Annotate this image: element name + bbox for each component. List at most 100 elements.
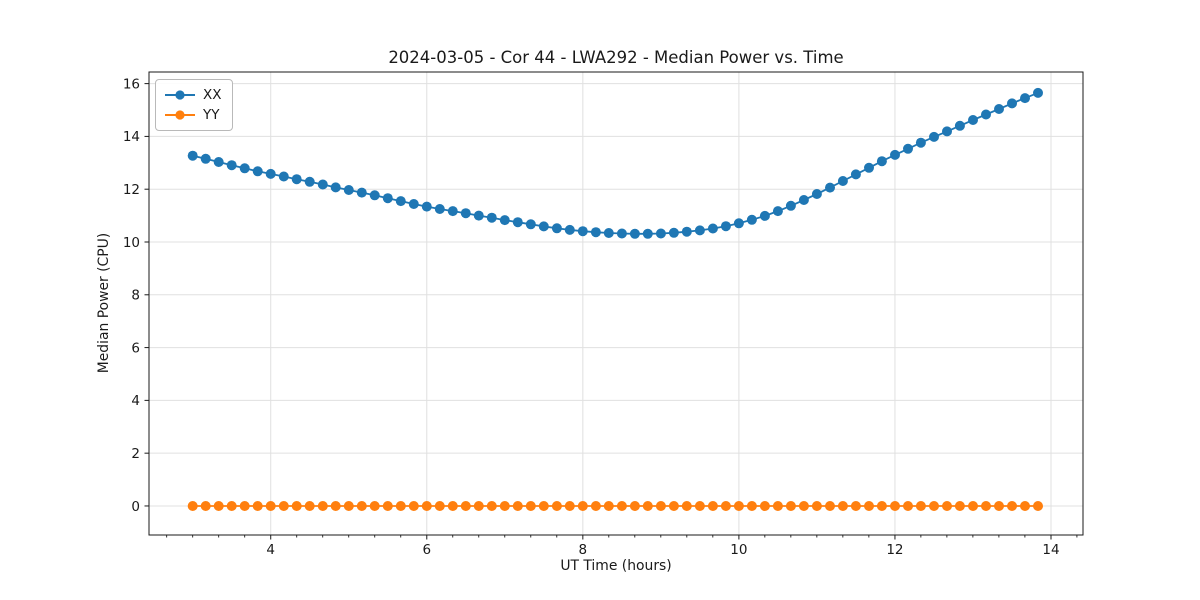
data-point	[694, 225, 705, 236]
data-point	[460, 501, 471, 511]
series-xx-line	[192, 92, 1039, 235]
data-point	[382, 193, 393, 204]
data-point	[486, 501, 497, 511]
x-tick-label: 12	[886, 542, 903, 558]
data-point	[577, 226, 588, 237]
data-point	[590, 227, 601, 238]
data-point	[707, 223, 718, 234]
data-point	[564, 224, 575, 235]
data-point	[421, 201, 432, 212]
data-point	[447, 501, 458, 511]
data-point	[278, 171, 289, 182]
y-tick-label: 16	[123, 76, 140, 92]
data-point	[837, 176, 848, 186]
data-point	[590, 501, 601, 511]
data-point	[252, 166, 263, 177]
data-point	[733, 218, 744, 229]
data-point	[512, 501, 523, 511]
axis-ticks: 4 6 8 10 12 14 0 2 4 6 8 10 12 14 16	[123, 76, 1078, 558]
data-point	[1007, 501, 1017, 511]
chart-title: 2024-03-05 - Cor 44 - LWA292 - Median Po…	[388, 48, 844, 67]
data-point	[850, 169, 861, 180]
data-point	[798, 501, 809, 511]
data-point	[864, 501, 874, 511]
data-point	[525, 501, 536, 511]
legend-label-yy: YY	[203, 107, 220, 123]
data-point	[954, 501, 965, 511]
x-tick-label: 10	[730, 542, 747, 558]
data-point	[395, 196, 406, 207]
x-tick-label: 8	[579, 542, 588, 558]
data-point	[785, 501, 796, 511]
data-point	[629, 501, 640, 511]
data-point	[486, 212, 497, 223]
data-point	[668, 501, 679, 511]
data-point	[759, 210, 770, 221]
data-point	[265, 168, 276, 179]
legend-label-xx: XX	[203, 87, 222, 103]
data-point	[720, 221, 731, 232]
data-point	[746, 214, 757, 225]
data-point	[772, 206, 783, 217]
data-point	[200, 501, 211, 511]
data-point	[759, 501, 770, 511]
data-point	[239, 501, 250, 511]
data-point	[981, 109, 991, 120]
data-point	[903, 143, 913, 154]
data-point	[213, 157, 224, 167]
data-point	[304, 501, 315, 511]
data-point	[408, 199, 419, 209]
data-point	[616, 501, 627, 511]
data-point	[473, 501, 484, 511]
data-point	[915, 137, 926, 148]
data-point	[200, 153, 211, 164]
series-xx	[187, 87, 1043, 239]
y-tick-label: 10	[123, 235, 140, 251]
data-point	[1020, 501, 1030, 511]
legend-swatch-yy-icon	[165, 110, 195, 120]
data-point	[994, 104, 1004, 114]
data-point	[746, 501, 757, 511]
data-point	[942, 126, 952, 137]
data-point	[785, 200, 796, 211]
data-point	[798, 195, 809, 205]
data-point	[187, 150, 198, 161]
data-point	[213, 501, 224, 511]
y-tick-label: 12	[123, 182, 140, 198]
y-tick-label: 4	[131, 393, 140, 409]
data-point	[512, 217, 523, 228]
data-point	[1033, 87, 1043, 98]
data-point	[915, 501, 926, 511]
data-point	[981, 501, 991, 511]
data-point	[825, 182, 835, 193]
data-point	[239, 163, 250, 174]
data-point	[408, 501, 419, 511]
data-point	[577, 501, 588, 511]
data-point	[551, 223, 562, 234]
data-point	[1007, 98, 1017, 109]
legend-entry-xx: XX	[164, 85, 222, 105]
x-tick-label: 14	[1042, 542, 1059, 558]
data-point	[434, 501, 445, 511]
data-point	[317, 179, 328, 190]
data-point	[629, 228, 640, 239]
data-point	[551, 501, 562, 511]
data-point	[668, 227, 679, 238]
gridlines	[149, 72, 1083, 535]
data-point	[694, 501, 705, 511]
data-point	[929, 131, 939, 142]
data-point	[499, 501, 510, 511]
data-point	[903, 501, 913, 511]
data-point	[811, 501, 822, 511]
data-point	[876, 501, 887, 511]
data-point	[603, 228, 614, 238]
data-point	[343, 185, 354, 195]
data-point	[226, 501, 237, 511]
series-yy	[187, 501, 1043, 511]
data-point	[929, 501, 939, 511]
data-point	[369, 501, 380, 511]
y-axis-label: Median Power (CPU)	[96, 232, 112, 374]
plot-frame	[148, 71, 1084, 536]
data-point	[252, 501, 263, 511]
